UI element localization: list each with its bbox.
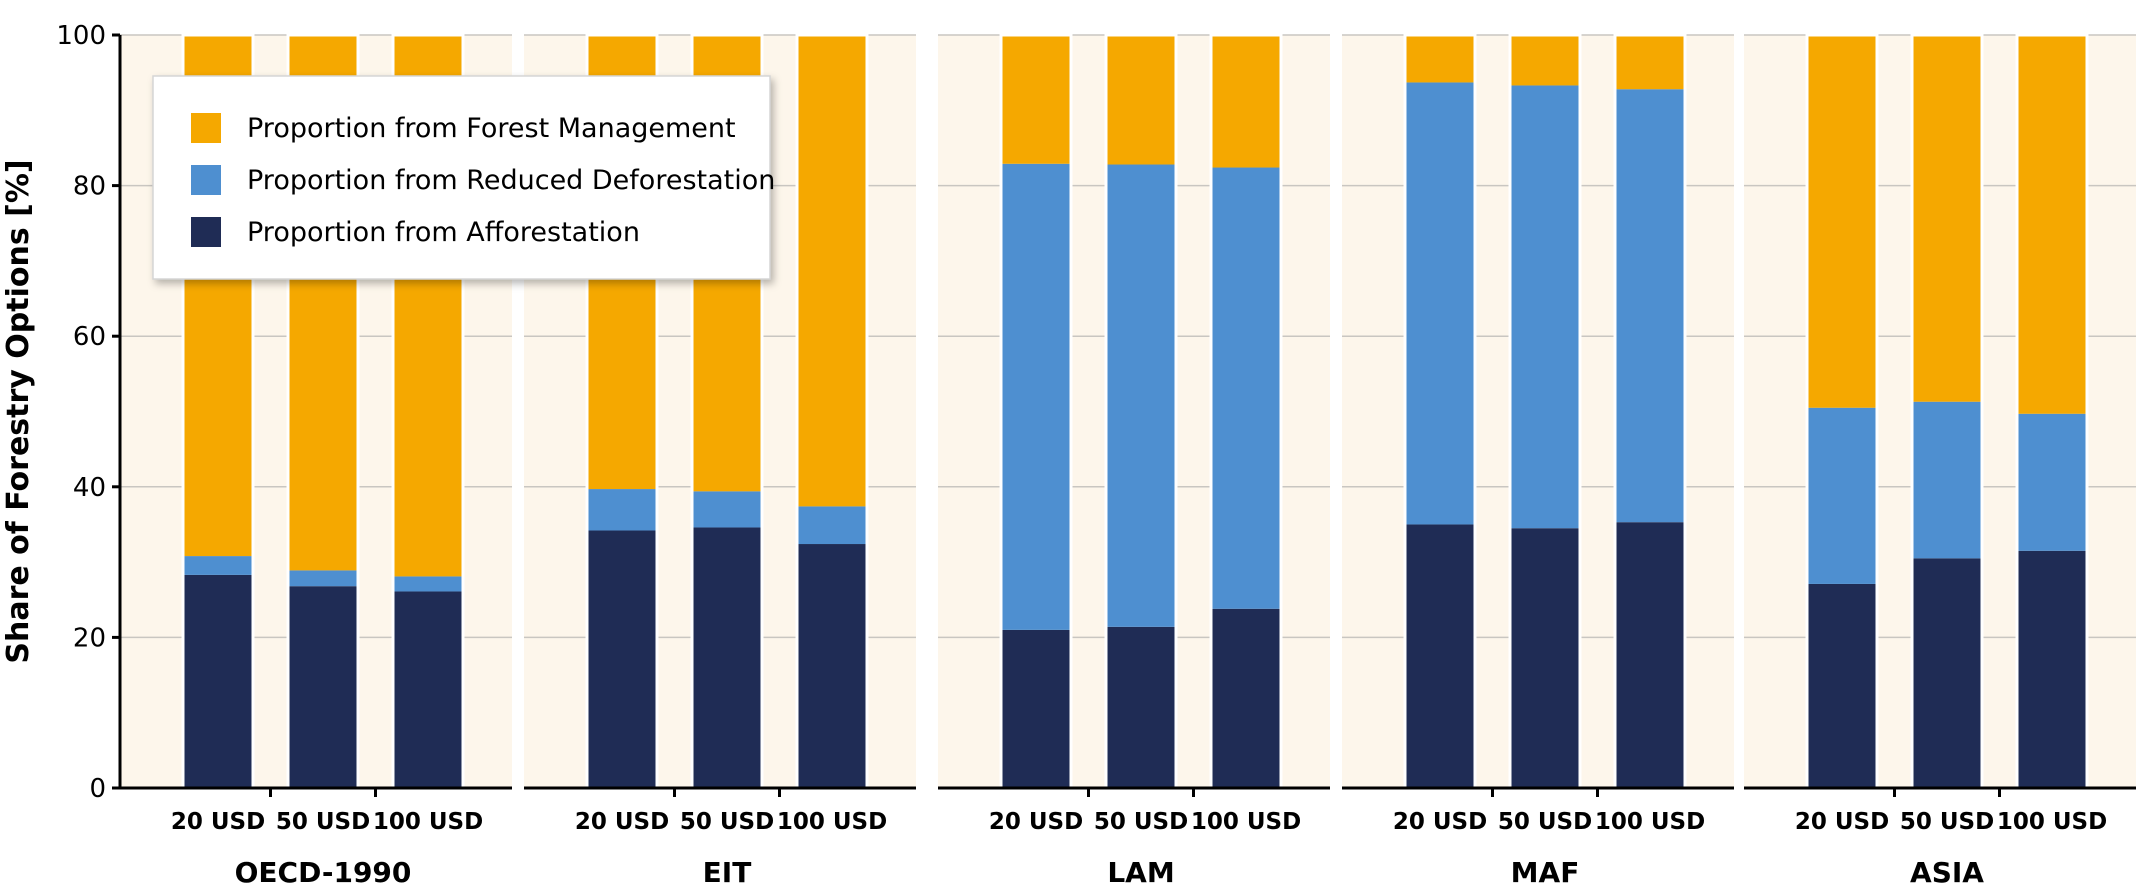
axis-layer: 0 20 40 60 80 100 Share of Forestry Options [%… bbox=[1, 21, 2136, 889]
bar-segment-forest-management bbox=[1912, 35, 1982, 402]
bar-segment-reduced-deforestation bbox=[2017, 413, 2087, 551]
y-tick-label: 80 bbox=[73, 172, 106, 202]
bar-segment-reduced-deforestation bbox=[1405, 82, 1475, 525]
x-tick-label: 50 USD bbox=[276, 809, 370, 835]
bar-segment-afforestation bbox=[1211, 608, 1281, 788]
x-tick-label: 100 USD bbox=[1595, 809, 1705, 835]
y-tick-label: 60 bbox=[73, 322, 106, 352]
bar-segment-afforestation bbox=[1615, 522, 1685, 788]
bar-segment-afforestation bbox=[183, 574, 253, 788]
bar-segment-afforestation bbox=[2017, 550, 2087, 788]
group-label: EIT bbox=[703, 856, 752, 889]
x-tick-label: 50 USD bbox=[1498, 809, 1592, 835]
bar-segment-reduced-deforestation bbox=[183, 556, 253, 575]
group-label: MAF bbox=[1511, 856, 1580, 889]
x-tick-label: 100 USD bbox=[1997, 809, 2107, 835]
x-tick-label: 20 USD bbox=[989, 809, 1083, 835]
bar-segment-afforestation bbox=[692, 527, 762, 788]
y-tick-label: 0 bbox=[89, 774, 106, 804]
y-tick-label: 40 bbox=[73, 473, 106, 503]
bar-segment-reduced-deforestation bbox=[1001, 163, 1071, 630]
x-tick-label: 50 USD bbox=[1900, 809, 1994, 835]
bar-segment-reduced-deforestation bbox=[393, 576, 463, 592]
group-label: LAM bbox=[1107, 856, 1174, 889]
bar-segment-forest-management bbox=[1405, 35, 1475, 83]
y-tick-label: 100 bbox=[56, 21, 106, 51]
bar-segment-reduced-deforestation bbox=[1510, 85, 1580, 529]
x-tick-label: 20 USD bbox=[575, 809, 669, 835]
legend: Proportion from Forest Management Proport… bbox=[152, 75, 775, 280]
bar-segment-afforestation bbox=[1912, 558, 1982, 788]
bar-segment-afforestation bbox=[288, 586, 358, 788]
x-tick-label: 100 USD bbox=[373, 809, 483, 835]
group-label: OECD-1990 bbox=[235, 856, 412, 889]
bar-segment-reduced-deforestation bbox=[1106, 164, 1176, 627]
bar-segment-afforestation bbox=[797, 544, 867, 788]
bar-segment-reduced-deforestation bbox=[1615, 89, 1685, 523]
y-axis-title: Share of Forestry Options [%] bbox=[1, 159, 36, 663]
bar-segment-forest-management bbox=[1211, 35, 1281, 168]
bar-segment-afforestation bbox=[1106, 626, 1176, 788]
bar-segment-afforestation bbox=[1001, 629, 1071, 788]
bar-segment-reduced-deforestation bbox=[1912, 401, 1982, 559]
bar-segment-reduced-deforestation bbox=[1807, 407, 1877, 584]
bar-segment-forest-management bbox=[1807, 35, 1877, 408]
y-tick-label: 20 bbox=[73, 623, 106, 653]
bars-layer bbox=[181, 33, 2089, 790]
bar-segment-reduced-deforestation bbox=[797, 506, 867, 545]
x-tick-label: 100 USD bbox=[777, 809, 887, 835]
bar-segment-forest-management bbox=[1615, 35, 1685, 90]
bar-segment-reduced-deforestation bbox=[288, 570, 358, 587]
bar-segment-afforestation bbox=[1807, 583, 1877, 788]
legend-swatch-afforestation bbox=[191, 217, 221, 247]
legend-swatch-reduced-deforestation bbox=[191, 165, 221, 195]
group-label: ASIA bbox=[1910, 856, 1984, 889]
legend-label: Proportion from Forest Management bbox=[247, 113, 736, 144]
bar-segment-reduced-deforestation bbox=[692, 491, 762, 528]
bar-segment-reduced-deforestation bbox=[1211, 167, 1281, 609]
bar-segment-forest-management bbox=[1001, 35, 1071, 164]
legend-label: Proportion from Afforestation bbox=[247, 217, 640, 248]
bar-segment-forest-management bbox=[1510, 35, 1580, 86]
bar-segment-forest-management bbox=[2017, 35, 2087, 414]
bar-segment-afforestation bbox=[587, 530, 657, 788]
x-tick-label: 50 USD bbox=[680, 809, 774, 835]
bar-segment-afforestation bbox=[1405, 524, 1475, 788]
bar-segment-afforestation bbox=[1510, 528, 1580, 788]
bar-segment-afforestation bbox=[393, 591, 463, 788]
legend-label: Proportion from Reduced Deforestation bbox=[247, 165, 775, 196]
x-tick-label: 50 USD bbox=[1094, 809, 1188, 835]
legend-swatch-forest-management bbox=[191, 113, 221, 143]
x-tick-label: 20 USD bbox=[1393, 809, 1487, 835]
x-tick-label: 20 USD bbox=[1795, 809, 1889, 835]
x-tick-label: 100 USD bbox=[1191, 809, 1301, 835]
bar-segment-forest-management bbox=[1106, 35, 1176, 165]
x-tick-label: 20 USD bbox=[171, 809, 265, 835]
bar-segment-forest-management bbox=[797, 35, 867, 507]
legend-box bbox=[152, 75, 771, 280]
bar-segment-reduced-deforestation bbox=[587, 489, 657, 531]
